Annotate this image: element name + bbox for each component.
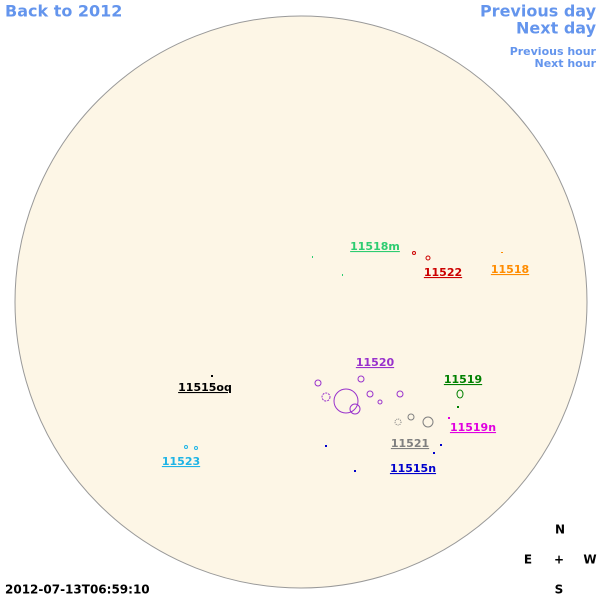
region-label[interactable]: 11523 (162, 455, 200, 468)
back-link[interactable]: Back to 2012 (5, 2, 122, 21)
compass-center: + (554, 553, 564, 567)
region-label[interactable]: 11522 (424, 266, 462, 279)
compass-east: E (524, 553, 532, 567)
region-label[interactable]: 11515n (390, 462, 436, 475)
region-label[interactable]: 11515oq (178, 381, 232, 394)
sunspots (184, 251, 503, 472)
compass-west: W (583, 553, 596, 567)
previous-day-link[interactable]: Previous day (480, 2, 597, 21)
compass-south: S (555, 583, 564, 597)
next-hour-link[interactable]: Next hour (535, 57, 597, 70)
region-label[interactable]: 11519n (450, 421, 496, 434)
region-label[interactable]: 11518m (350, 240, 400, 253)
solar-disk (14, 15, 588, 589)
region-label[interactable]: 11521 (391, 437, 429, 450)
next-day-link[interactable]: Next day (516, 19, 597, 38)
previous-hour-link[interactable]: Previous hour (510, 45, 597, 58)
region-label[interactable]: 11518 (491, 263, 529, 276)
region-label[interactable]: 11519 (444, 373, 482, 386)
compass-north: N (555, 523, 565, 537)
timestamp: 2012-07-13T06:59:10 (5, 583, 150, 597)
region-label[interactable]: 11520 (356, 356, 395, 369)
